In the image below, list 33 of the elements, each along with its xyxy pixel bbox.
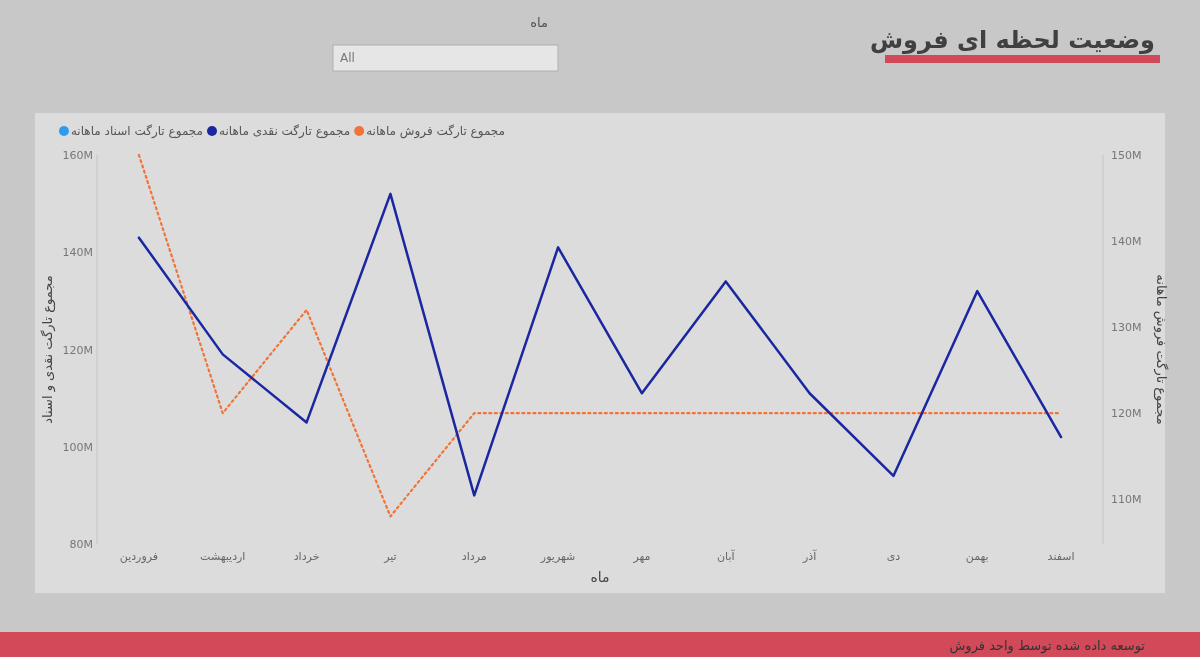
x-tick-label: آبان xyxy=(716,549,736,563)
x-tick-label: خرداد xyxy=(293,550,320,563)
legend-label: مجموع تارگت فروش ماهانه xyxy=(366,124,505,139)
y-tick-label: 80M xyxy=(69,538,93,551)
x-axis-title: ماه xyxy=(590,569,610,585)
legend-label: مجموع تارگت نقدی ماهانه xyxy=(219,124,351,139)
chart-title: وضعیت لحظه ای فروش xyxy=(869,26,1155,54)
y2-tick-label: 110M xyxy=(1111,493,1142,507)
x-tick-label: دی xyxy=(886,550,901,563)
x-tick-label: تیر xyxy=(383,550,397,563)
y-axis-title: مجموع تارگت نقدی و اسناد xyxy=(40,275,56,424)
y-tick-label: 140M xyxy=(62,246,93,260)
x-tick-label: اسفند xyxy=(1047,550,1075,563)
x-tick-label: مهر xyxy=(632,550,651,563)
x-tick-label: آذر xyxy=(801,549,818,563)
y2-tick-label: 150M xyxy=(1111,149,1142,162)
y-tick-label: 100M xyxy=(62,440,93,454)
line-series xyxy=(137,192,1063,497)
y2-tick-label: 120M xyxy=(1111,407,1142,421)
y2-tick-label: 140M xyxy=(1111,235,1142,249)
x-tick-label: فروردین xyxy=(119,550,159,563)
x-tick-label: مرداد xyxy=(461,550,487,563)
text: توسعه داده شده توسط واحد فروش xyxy=(949,638,1146,654)
y2-axis-title: مجموع تارگت فروش ماهانه xyxy=(1153,274,1169,425)
x-tick-label: بهمن xyxy=(965,550,989,563)
text: ماه xyxy=(530,15,548,30)
x-tick-label: اردیبهشت xyxy=(200,550,246,563)
text: All xyxy=(340,51,355,65)
x-tick-label: شهریور xyxy=(539,550,576,563)
y-tick-label: 160M xyxy=(62,149,93,162)
legend-label: مجموع تارگت اسناد ماهانه xyxy=(70,124,203,139)
y2-tick-label: 130M xyxy=(1111,321,1142,335)
y-tick-label: 120M xyxy=(62,343,93,357)
